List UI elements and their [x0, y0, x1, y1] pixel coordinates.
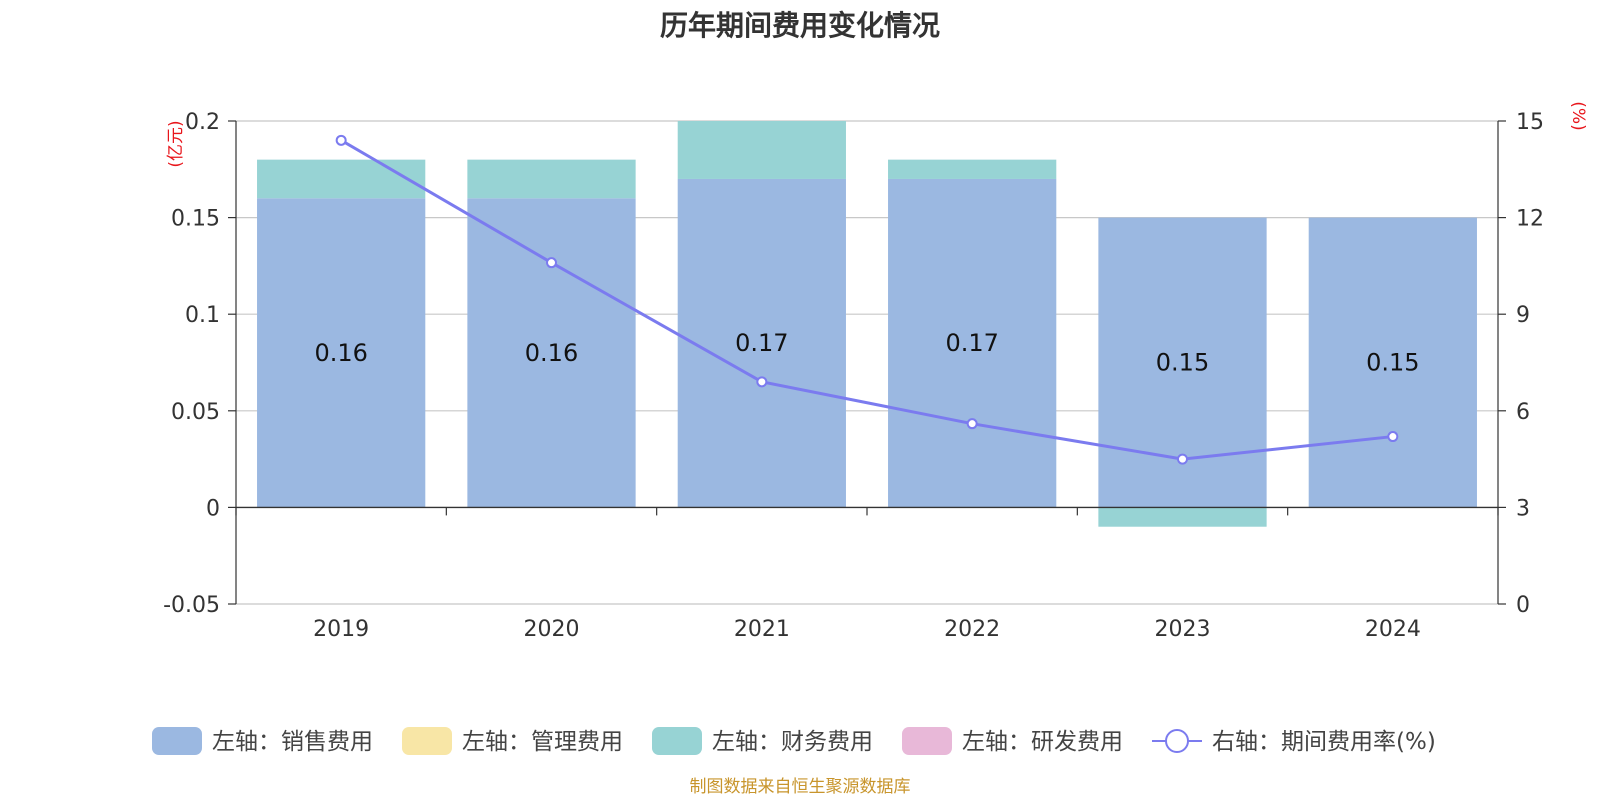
bar [677, 178, 846, 508]
x-axis-tick-label: 2022 [944, 617, 1000, 642]
right-axis-tick-label: 12 [1516, 207, 1544, 232]
legend-label: 左轴：研发费用 [962, 729, 1123, 755]
bar [888, 159, 1057, 179]
left-axis-tick-label: -0.05 [163, 593, 220, 618]
bar-data-labels: 0.16 0.16 0.17 0.17 0.15 0.15 [314, 329, 1419, 376]
rate-point [756, 376, 768, 388]
bar-series [257, 121, 1477, 527]
bar-data-label: 0.15 [1156, 349, 1209, 377]
bar-data-label: 0.16 [525, 339, 578, 367]
bar [257, 198, 426, 508]
legend-label: 左轴：管理费用 [462, 729, 623, 755]
bar [1308, 217, 1477, 508]
legend-marker [1165, 729, 1189, 753]
left-axis-tick-label: 0 [206, 496, 220, 521]
legend-swatch [152, 727, 202, 755]
bar [677, 121, 846, 179]
bar [257, 159, 426, 199]
left-axis-tick-label: 0.2 [185, 110, 220, 135]
x-axis-tick-label: 2021 [734, 617, 790, 642]
grid-lines [236, 120, 1498, 605]
rate-line-series [335, 134, 1399, 465]
bar-data-label: 0.17 [735, 329, 788, 357]
bar [1098, 507, 1267, 527]
x-axis-tick-label: 2019 [313, 617, 369, 642]
right-axis-tick-label: 6 [1516, 400, 1530, 425]
rate-line [340, 139, 1393, 461]
bar-data-label: 0.15 [1366, 349, 1419, 377]
rate-point [966, 418, 978, 430]
left-axis-tick-label: 0.15 [171, 207, 220, 232]
legend-swatch [402, 727, 452, 755]
legend-swatch [902, 727, 952, 755]
right-axis-unit: (%) [1568, 101, 1588, 130]
right-axis-tick-label: 9 [1516, 303, 1530, 328]
rate-point [335, 134, 347, 146]
axes: -0.05 0 0.05 0.1 0.15 0.2 0 3 6 9 12 15 2019 2020 2021… [163, 110, 1544, 642]
rate-point [1387, 431, 1399, 443]
legend-label: 左轴：销售费用 [212, 729, 373, 755]
chart-title: 历年期间费用变化情况 [659, 9, 940, 42]
rate-point [1177, 453, 1188, 465]
right-axis-tick-label: 15 [1516, 110, 1544, 135]
bar [467, 198, 636, 508]
x-axis-tick-label: 2024 [1365, 617, 1421, 642]
bar-data-label: 0.16 [314, 339, 367, 367]
left-axis-unit: (亿元) [166, 120, 186, 167]
legend: 左轴：销售费用 左轴：管理费用 左轴：财务费用 左轴：研发费用 右轴：期间费用率(%) [152, 727, 1436, 755]
left-axis-tick-label: 0.1 [185, 303, 220, 328]
legend-label: 左轴：财务费用 [712, 729, 873, 755]
rate-point [546, 257, 557, 269]
bar [888, 178, 1057, 508]
left-axis-tick-label: 0.05 [171, 400, 220, 425]
legend-swatch [652, 727, 702, 755]
x-axis-tick-label: 2023 [1155, 617, 1211, 642]
source-note: 制图数据来自恒生聚源数据库 [689, 777, 911, 797]
right-axis-tick-label: 0 [1516, 593, 1530, 618]
x-axis-tick-label: 2020 [524, 617, 580, 642]
legend-label: 右轴：期间费用率(%) [1212, 729, 1436, 755]
bar-data-label: 0.17 [945, 329, 998, 357]
bar [467, 159, 636, 199]
right-axis-tick-label: 3 [1516, 496, 1530, 521]
